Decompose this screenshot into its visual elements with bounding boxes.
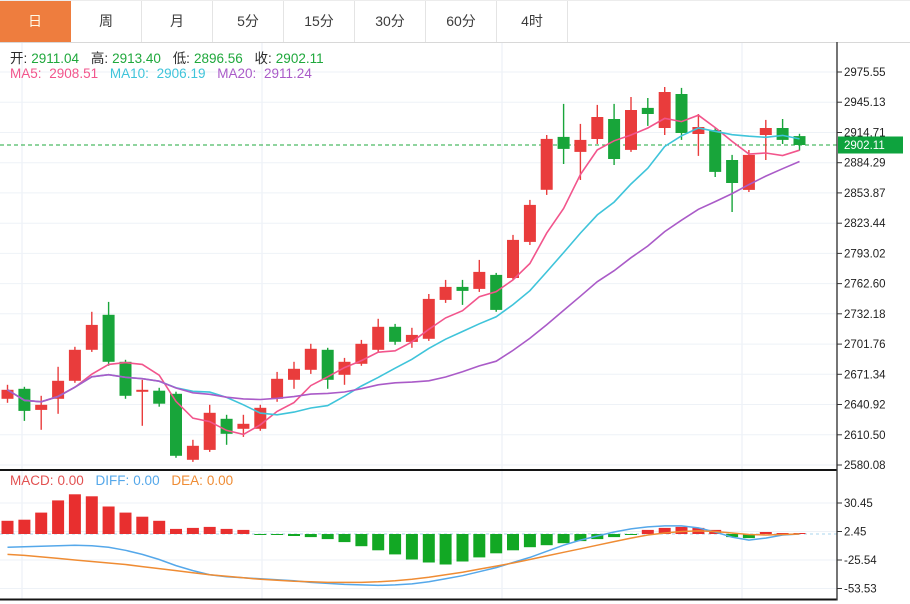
svg-text:-25.54: -25.54	[844, 555, 877, 567]
tab-month[interactable]: 月	[142, 1, 213, 42]
ma20-value: 2911.24	[264, 66, 312, 81]
svg-text:2762.60: 2762.60	[844, 279, 886, 291]
tab-week[interactable]: 周	[71, 1, 142, 42]
svg-text:-53.53: -53.53	[844, 584, 877, 596]
svg-text:2853.87: 2853.87	[844, 188, 886, 200]
diff-line	[7, 525, 800, 587]
svg-text:2732.18: 2732.18	[844, 309, 886, 321]
macd-axis-labels: 30.45 2.45 -25.54 -53.53	[837, 498, 877, 596]
tab-day[interactable]: 日	[0, 1, 71, 42]
ma-readout: MA5: 2908.51 MA10: 2906.19 MA20: 2911.24	[10, 66, 320, 81]
low-label: 低:	[172, 51, 190, 66]
price-axis-labels: 2975.552945.132914.712884.292853.872823.…	[837, 67, 886, 472]
svg-text:2580.08: 2580.08	[844, 460, 886, 472]
ma20-line	[7, 160, 800, 403]
ohlc-readout: 开: 2911.04 高: 2913.40 低: 2896.56 收: 2902.11	[10, 47, 332, 67]
close-label: 收:	[254, 51, 272, 66]
svg-text:2823.44: 2823.44	[844, 218, 886, 230]
svg-text:2902.11: 2902.11	[844, 140, 885, 152]
tab-30min[interactable]: 30分	[355, 1, 426, 42]
svg-text:2884.29: 2884.29	[844, 158, 886, 170]
open-label: 开:	[10, 51, 28, 66]
diff-label: DIFF:	[95, 473, 130, 488]
svg-text:2975.55: 2975.55	[844, 67, 886, 79]
candles-layer	[1, 87, 806, 462]
dea-label: DEA:	[171, 473, 203, 488]
diff-value: 0.00	[133, 473, 160, 488]
ma20-label: MA20:	[217, 66, 257, 81]
tab-4hour[interactable]: 4时	[497, 1, 568, 42]
ma10-value: 2906.19	[156, 66, 206, 81]
period-tabbar: 日 周 月 5分 15分 30分 60分 4时	[0, 0, 910, 42]
macd-histogram	[1, 494, 806, 565]
dea-value: 0.00	[206, 473, 234, 488]
candlestick-chart[interactable]: 2975.552945.132914.712884.292853.872823.…	[0, 42, 910, 604]
last-price-badge: 2902.11	[838, 136, 903, 154]
svg-text:2793.02: 2793.02	[844, 248, 886, 260]
svg-text:2671.34: 2671.34	[844, 369, 886, 381]
macd-readout: MACD: 0.00 DIFF: 0.00 DEA: 0.00	[10, 473, 241, 488]
low-value: 2896.56	[193, 51, 243, 66]
tab-5min[interactable]: 5分	[213, 1, 284, 42]
svg-text:2701.76: 2701.76	[844, 339, 886, 351]
ma5-value: 2908.51	[49, 66, 99, 81]
svg-text:2610.50: 2610.50	[844, 430, 886, 442]
open-value: 2911.04	[31, 51, 80, 66]
ma5-line	[7, 114, 800, 436]
high-value: 2913.40	[112, 51, 161, 66]
high-label: 高:	[90, 51, 109, 66]
ma5-label: MA5:	[10, 66, 42, 81]
ma10-label: MA10:	[109, 66, 149, 81]
svg-text:30.45: 30.45	[844, 498, 873, 510]
tab-15min[interactable]: 15分	[284, 1, 355, 42]
close-value: 2902.11	[275, 51, 324, 66]
svg-text:2945.13: 2945.13	[844, 97, 886, 109]
svg-text:2640.92: 2640.92	[844, 400, 886, 412]
svg-text:2.45: 2.45	[844, 527, 866, 539]
dea-line	[7, 530, 800, 584]
macd-label: MACD:	[10, 473, 54, 488]
tab-60min[interactable]: 60分	[426, 1, 497, 42]
macd-value: 0.00	[57, 473, 84, 488]
